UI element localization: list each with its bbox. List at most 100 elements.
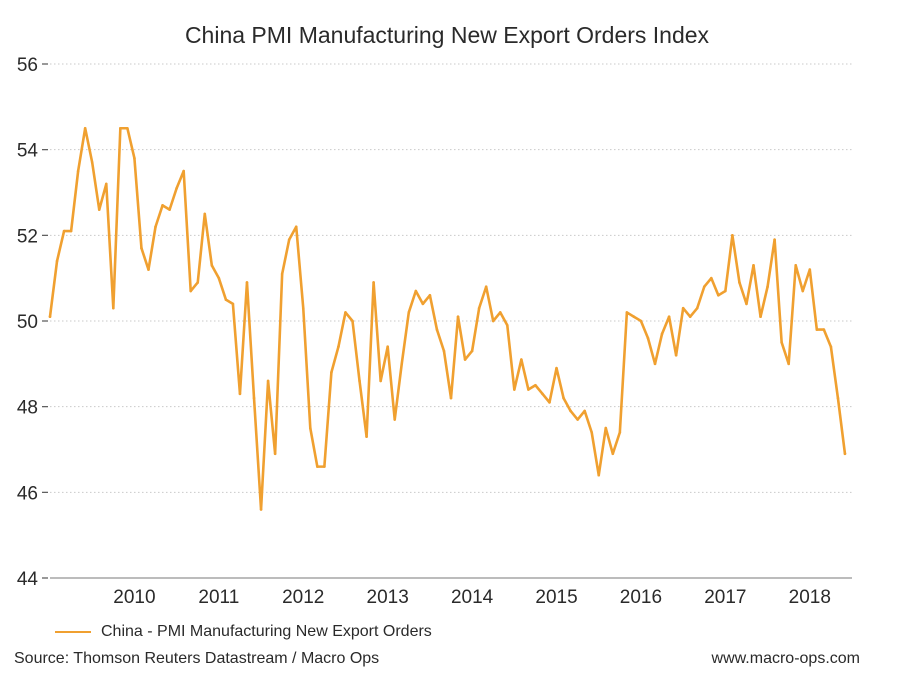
data-point (513, 388, 516, 391)
data-point (822, 328, 826, 331)
data-point (759, 315, 762, 319)
data-point (161, 204, 164, 207)
data-point (414, 289, 418, 293)
data-point (301, 306, 305, 310)
data-point (836, 396, 840, 400)
data-point (252, 396, 256, 400)
x-tick-label: 2014 (451, 587, 494, 608)
x-tick-label: 2011 (198, 587, 239, 608)
data-point (695, 306, 699, 310)
data-point (639, 319, 643, 323)
data-point (520, 358, 523, 361)
data-point (590, 431, 594, 434)
y-tick-label: 52 (17, 226, 38, 247)
data-point (618, 431, 622, 434)
y-tick-label: 48 (17, 398, 38, 419)
data-point (245, 281, 249, 284)
data-point (674, 353, 678, 357)
data-point (456, 315, 460, 319)
data-point (407, 311, 411, 314)
data-point (323, 465, 326, 468)
data-point (175, 186, 178, 190)
data-point (365, 435, 368, 438)
data-point (498, 311, 502, 314)
y-axis: 44 46 48 50 52 54 56 (17, 55, 48, 590)
data-point (259, 508, 263, 511)
data-point (182, 169, 185, 173)
data-point (505, 323, 509, 327)
data-point (203, 212, 207, 216)
data-point (337, 345, 340, 349)
data-point (442, 349, 446, 353)
data-point (562, 396, 565, 400)
data-point (224, 298, 228, 301)
data-point (794, 264, 798, 267)
data-point (527, 388, 530, 391)
data-point (83, 126, 87, 130)
data-point (463, 358, 467, 361)
data-point (351, 319, 354, 323)
data-point (576, 418, 579, 421)
data-point (548, 401, 551, 404)
data-point (555, 366, 558, 370)
data-point (287, 238, 291, 241)
data-point (808, 268, 812, 271)
data-point (273, 452, 277, 456)
x-tick-label: 2015 (535, 587, 577, 608)
data-point (238, 392, 242, 396)
data-point (48, 315, 52, 319)
data-point (231, 302, 235, 306)
x-tick-label: 2017 (704, 587, 746, 608)
gridlines (50, 63, 852, 579)
y-tick-label: 54 (17, 141, 39, 162)
data-point (787, 362, 790, 366)
data-point (604, 426, 608, 430)
y-tick-label: 46 (17, 483, 38, 504)
x-tick-label: 2013 (367, 587, 409, 608)
series-line (48, 126, 847, 511)
y-tick-label: 56 (17, 55, 38, 76)
data-point (625, 311, 629, 314)
data-point (731, 234, 734, 237)
data-point (330, 371, 333, 374)
data-point (653, 362, 657, 366)
data-point (147, 268, 150, 271)
data-point (104, 182, 108, 186)
data-point (541, 392, 544, 396)
data-point (112, 306, 115, 310)
data-point (393, 418, 397, 421)
data-point (583, 409, 586, 413)
data-point (217, 276, 221, 280)
data-point (660, 332, 664, 336)
data-point (569, 409, 572, 413)
y-tick-label: 50 (17, 312, 38, 333)
data-point (752, 264, 755, 267)
x-axis: 2010 2011 2012 2013 2014 2015 2016 2017 2018 (50, 577, 852, 608)
data-point (667, 315, 671, 319)
data-point (717, 294, 720, 297)
data-point (55, 259, 59, 263)
data-point (421, 302, 425, 306)
data-point (62, 229, 66, 233)
data-point (709, 276, 713, 280)
data-point (632, 315, 636, 319)
data-point (210, 264, 214, 267)
data-point (702, 285, 706, 289)
data-point (168, 208, 171, 211)
data-point (801, 289, 805, 293)
data-point (400, 362, 404, 366)
data-point (477, 306, 481, 310)
data-point (484, 285, 488, 289)
data-point (773, 238, 776, 241)
data-point (266, 379, 270, 383)
legend-label: China - PMI Manufacturing New Export Ord… (101, 623, 432, 640)
data-point (829, 345, 833, 349)
data-point (534, 383, 537, 387)
data-point (126, 126, 129, 130)
data-point (280, 272, 284, 276)
data-point (154, 225, 157, 229)
data-point (308, 426, 312, 430)
data-point (688, 315, 692, 319)
data-point (681, 306, 685, 310)
data-point (358, 379, 361, 383)
